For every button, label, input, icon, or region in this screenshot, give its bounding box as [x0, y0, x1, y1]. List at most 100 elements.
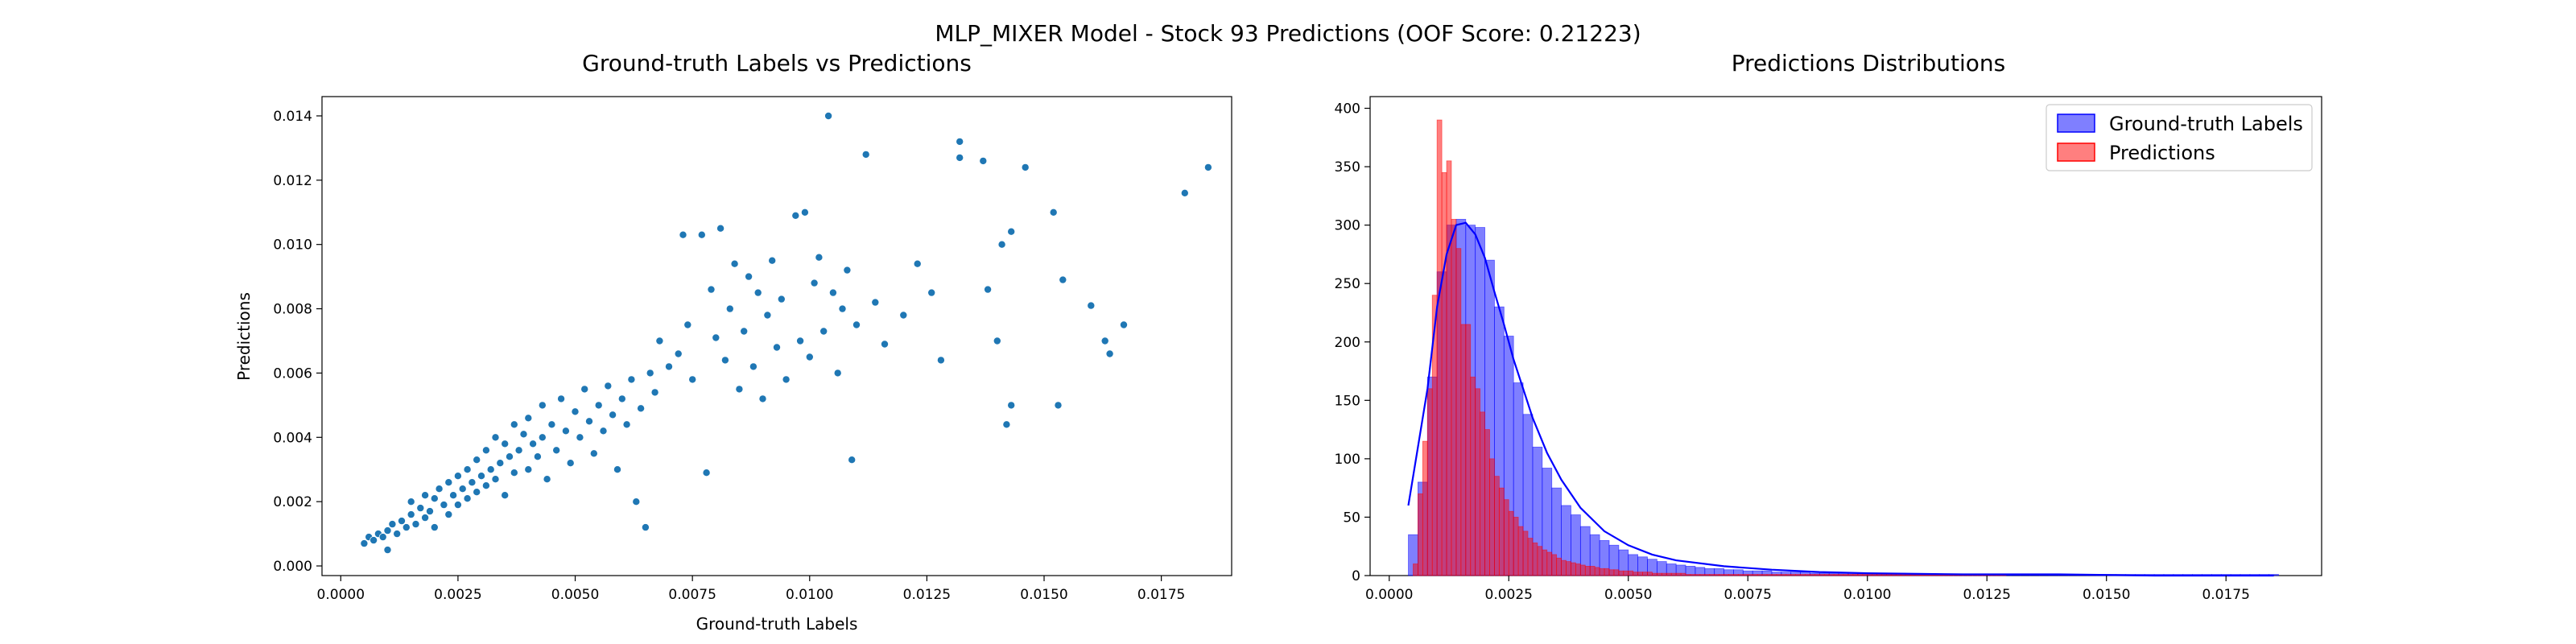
scatter-point [421, 491, 430, 500]
histogram-title: Predictions Distributions [1732, 50, 2006, 76]
histogram-bar-predictions [1426, 388, 1433, 576]
scatter-point [984, 285, 993, 294]
histogram-bar-predictions [1828, 574, 1835, 576]
histogram-bar-predictions [1484, 429, 1490, 576]
scatter-point [655, 336, 664, 345]
scatter-point [777, 295, 786, 303]
histogram-bar-predictions [1685, 574, 1691, 576]
histogram-bar-predictions [1498, 487, 1505, 576]
histogram-bar-predictions [1489, 458, 1495, 576]
scatter-point [1021, 163, 1030, 171]
scatter-point [571, 407, 580, 416]
scatter-point [702, 469, 711, 477]
x-tick-label: 0.0025 [434, 587, 481, 603]
scatter-point [720, 356, 729, 365]
histogram-bar-predictions [1714, 574, 1719, 576]
histogram-bar-predictions [1742, 574, 1748, 576]
y-tick-label: 0.012 [273, 173, 312, 189]
scatter-point [416, 504, 425, 513]
legend-frame [2046, 104, 2313, 171]
scatter-point [753, 288, 762, 297]
y-tick-label: 0.010 [273, 237, 312, 254]
histogram-bar-predictions [1537, 546, 1543, 576]
histogram-bar-predictions [1480, 411, 1485, 576]
scatter-point [501, 491, 510, 500]
y-tick-label: 0.004 [273, 430, 312, 446]
scatter-point [683, 320, 692, 329]
scatter-point [566, 459, 575, 468]
scatter-point [481, 481, 490, 490]
scatter-point [819, 327, 828, 336]
scatter-point [473, 456, 481, 464]
histogram-bar-predictions [1451, 218, 1457, 576]
scatter-point [524, 414, 533, 423]
scatter-point [716, 224, 725, 233]
y-tick-label: 0.002 [273, 494, 312, 510]
histogram-bar-predictions [1513, 517, 1519, 576]
histogram-bar-predictions [1900, 574, 1906, 576]
scatter-point [707, 285, 716, 294]
scatter-point [383, 526, 392, 535]
x-tick-label: 0.0050 [551, 587, 599, 603]
scatter-point [758, 394, 767, 403]
scatter-point [510, 420, 518, 429]
histogram-bar-predictions [1628, 570, 1634, 576]
histogram-bar-predictions [1571, 562, 1576, 576]
legend-label-predictions: Predictions [2109, 142, 2215, 164]
scatter-point [763, 311, 772, 320]
scatter-point [426, 507, 435, 516]
scatter-point [796, 336, 805, 345]
histogram-bar-predictions [1546, 551, 1553, 576]
histogram-bar-predictions [1589, 565, 1596, 576]
histogram-bar-predictions [1633, 572, 1639, 576]
scatter-point [833, 369, 842, 378]
scatter-point [679, 230, 687, 239]
histogram-bar-predictions [1455, 248, 1462, 576]
histogram-bar-predictions [1814, 574, 1820, 576]
histogram-bar-predictions [1843, 574, 1849, 576]
histogram-bar-predictions [1608, 569, 1615, 576]
histogram-bar-predictions [1699, 574, 1706, 576]
scatter-point [735, 385, 744, 394]
scatter-point [852, 320, 861, 329]
histogram-bar-predictions [1613, 569, 1620, 576]
histogram-bar-predictions [1470, 376, 1476, 576]
histogram-bar-predictions [1719, 574, 1724, 576]
scatter-point [397, 517, 406, 526]
scatter-point [1180, 188, 1189, 197]
scatter-point [440, 501, 448, 510]
scatter-point [609, 411, 617, 419]
legend-swatch-predictions [2057, 142, 2095, 162]
histogram-y-ticks: 0 50 100 150 200 250 300 350 400 [1335, 101, 1370, 584]
scatter-point [604, 382, 613, 390]
x-tick-label: 0.0175 [2202, 587, 2249, 603]
histogram-bar-predictions [1418, 493, 1423, 576]
x-tick-label: 0.0025 [1485, 587, 1533, 603]
scatter-point [613, 465, 622, 474]
histogram-bar-predictions [1695, 574, 1701, 576]
histogram-bar-predictions [1647, 572, 1653, 576]
scatter-y-ticks: 0.000 0.002 0.004 0.006 0.008 0.010 0.012 0.014 [273, 109, 322, 575]
scatter-point [956, 153, 964, 162]
y-tick-label: 0.006 [273, 365, 312, 382]
histogram-bar-predictions [1728, 574, 1734, 576]
scatter-point [697, 230, 706, 239]
histogram-bar-predictions [1551, 554, 1558, 576]
scatter-point [1049, 208, 1058, 217]
scatter-point [810, 279, 819, 287]
x-tick-label: 0.0125 [903, 587, 951, 603]
histogram-bar-predictions [1790, 574, 1797, 576]
histogram-bar-predictions [1781, 574, 1787, 576]
histogram-bar-predictions [1517, 526, 1524, 576]
histogram-bar-predictions [1895, 574, 1901, 576]
scatter-point [674, 349, 683, 358]
histogram-bar-predictions [1690, 574, 1696, 576]
histogram-bar-predictions [1872, 574, 1878, 576]
scatter-point [913, 259, 922, 268]
scatter-point [463, 494, 472, 503]
scatter-point [936, 356, 945, 365]
histogram-bar-predictions [1785, 574, 1792, 576]
x-tick-label: 0.0075 [1724, 587, 1771, 603]
scatter-point [435, 485, 444, 493]
scatter-point [1100, 336, 1109, 345]
